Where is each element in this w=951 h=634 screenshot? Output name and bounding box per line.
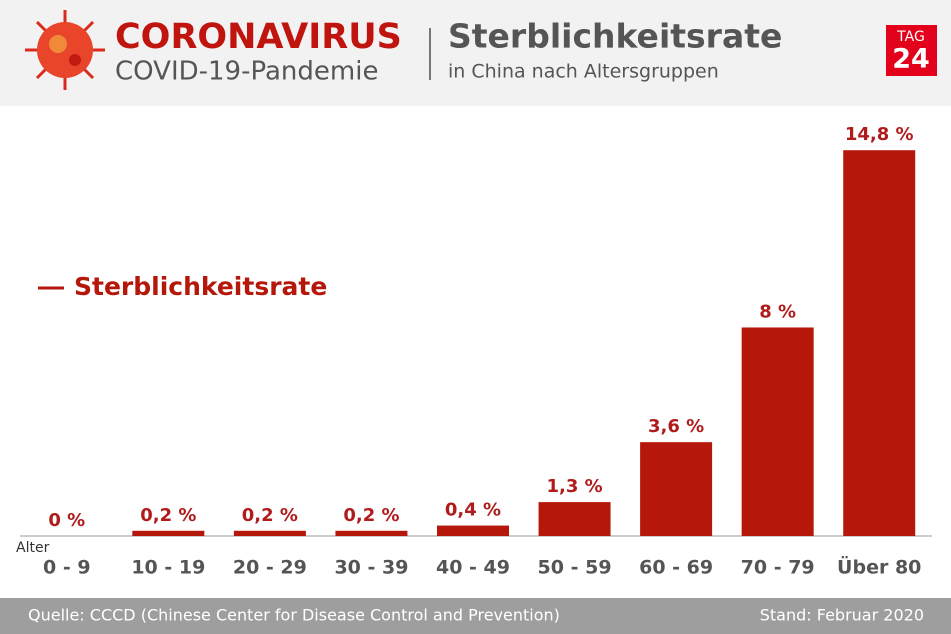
x-tick-label: 60 - 69 xyxy=(639,557,713,579)
virus-icon xyxy=(25,10,105,90)
bar xyxy=(233,530,306,536)
bar xyxy=(843,150,916,537)
value-label: 0 % xyxy=(48,510,85,531)
source: Quelle: CCCD (Chinese Center for Disease… xyxy=(28,606,560,625)
header-bg xyxy=(0,0,951,106)
chart-title: Sterblichkeitsrate xyxy=(448,17,782,56)
x-tick-label: 70 - 79 xyxy=(741,557,815,579)
x-tick-label: 20 - 29 xyxy=(233,557,307,579)
value-label: 14,8 % xyxy=(845,124,914,145)
x-tick-label: 10 - 19 xyxy=(131,557,205,579)
value-label: 3,6 % xyxy=(648,416,704,437)
bar xyxy=(741,327,814,536)
bar xyxy=(640,442,713,536)
bar xyxy=(437,525,509,536)
value-label: 8 % xyxy=(759,301,796,322)
bar xyxy=(538,502,611,536)
x-axis-label: Alter xyxy=(16,540,50,556)
bar xyxy=(132,530,205,536)
logo-top: TAG xyxy=(896,29,925,45)
brand: CORONAVIRUS xyxy=(115,17,402,57)
footer-bg xyxy=(0,598,951,634)
value-label: 1,3 % xyxy=(546,476,602,497)
x-tick-label: Über 80 xyxy=(837,555,921,579)
x-tick-label: 40 - 49 xyxy=(436,557,510,579)
bar xyxy=(335,530,408,536)
x-tick-label: 0 - 9 xyxy=(43,557,91,579)
value-label: 0,2 % xyxy=(343,505,399,526)
logo xyxy=(886,25,937,76)
logo-bottom: 24 xyxy=(892,44,930,75)
x-tick-label: 30 - 39 xyxy=(334,557,408,579)
value-label: 0,2 % xyxy=(140,505,196,526)
value-label: 0,4 % xyxy=(445,500,501,521)
subbrand: COVID-19-Pandemie xyxy=(115,57,378,87)
x-tick-label: 50 - 59 xyxy=(538,557,612,579)
value-label: 0,2 % xyxy=(242,505,298,526)
chart-subtitle: in China nach Altersgruppen xyxy=(448,61,719,83)
legend-label: Sterblichkeitsrate xyxy=(74,272,327,301)
date: Stand: Februar 2020 xyxy=(760,606,924,625)
